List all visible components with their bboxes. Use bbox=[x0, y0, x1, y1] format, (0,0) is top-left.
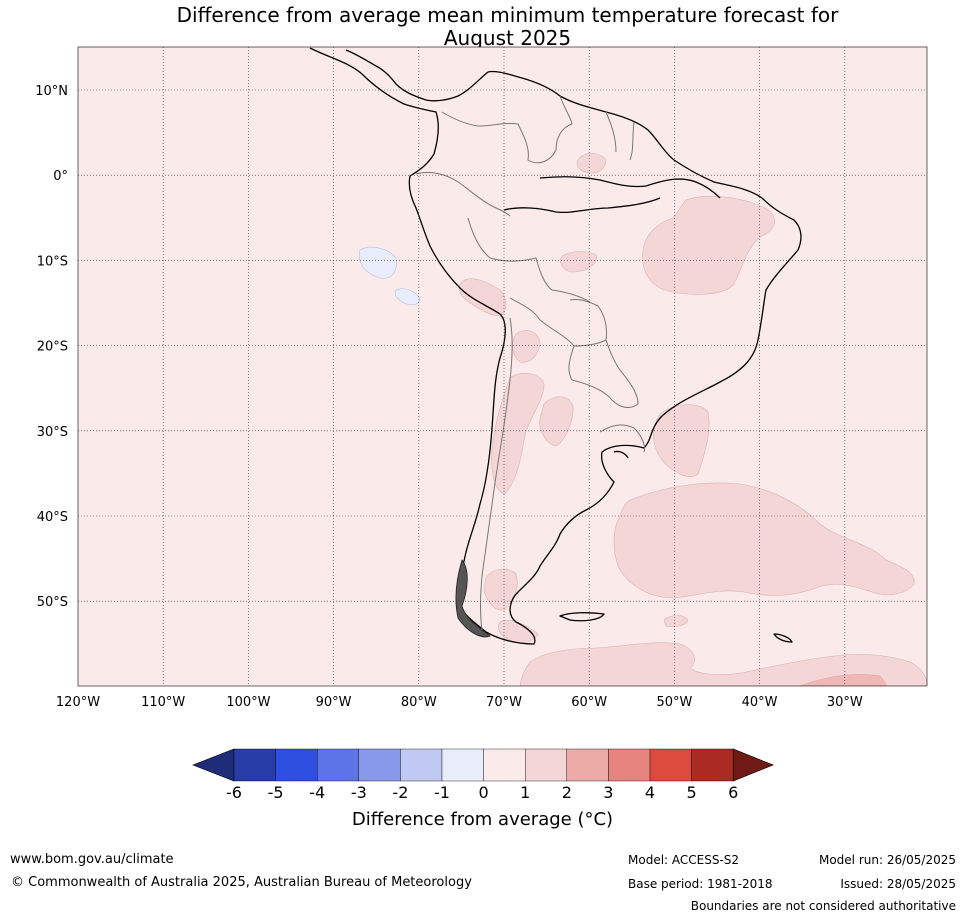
anomaly-south-atlantic bbox=[613, 482, 915, 599]
border-venezuela-guyana bbox=[559, 95, 635, 161]
colorbar-tick-label: 0 bbox=[479, 783, 489, 802]
title-line-2: August 2025 bbox=[443, 26, 572, 50]
anomaly-peru bbox=[458, 278, 507, 317]
colorbar-tick-label: 3 bbox=[603, 783, 613, 802]
latitude-tick-labels: 10°N 0° 10°S 20°S 30°S 40°S 50°S bbox=[35, 84, 68, 610]
copyright: © Commonwealth of Australia 2025, Austra… bbox=[11, 875, 472, 890]
boundary-disclaimer: Boundaries are not considered authoritat… bbox=[690, 899, 956, 913]
coastline-caribbean bbox=[345, 49, 489, 102]
lon-tick-label: 90°W bbox=[316, 695, 352, 710]
colorbar-tick-label: 2 bbox=[562, 783, 572, 802]
colorbar-high-extension bbox=[732, 748, 775, 782]
border-bolivia bbox=[509, 297, 607, 347]
colorbar-segment bbox=[566, 748, 609, 782]
colorbar-tick-label: 1 bbox=[520, 783, 530, 802]
anomaly-amazon bbox=[560, 251, 598, 273]
coastline-lagoon bbox=[613, 450, 629, 459]
colorbar-segment bbox=[649, 748, 692, 782]
colorbar-label: Difference from average (°C) bbox=[351, 809, 614, 830]
anomaly-patagonia bbox=[483, 568, 518, 611]
border-peru-brazil bbox=[467, 217, 591, 303]
lon-tick-label: 50°W bbox=[656, 695, 692, 710]
colorbar-tick-label: -2 bbox=[392, 783, 408, 802]
anomaly-cool-regions bbox=[358, 246, 421, 306]
colorbar-segment bbox=[691, 748, 734, 782]
border-paraguay bbox=[568, 339, 639, 408]
coastline-amazon-river bbox=[503, 176, 721, 214]
colorbar-segment bbox=[275, 748, 318, 782]
border-chile-argentina bbox=[480, 317, 513, 631]
lat-tick-label: 20°S bbox=[37, 340, 68, 355]
colorbar-tick-label: -6 bbox=[226, 783, 242, 802]
coastline-islands-1 bbox=[559, 612, 605, 622]
lon-tick-label: 40°W bbox=[742, 695, 778, 710]
anomaly-brazil-east bbox=[642, 196, 775, 295]
chart-title: Difference from average mean minimum tem… bbox=[0, 4, 965, 50]
anomaly-cool-pacific-2 bbox=[394, 288, 421, 306]
model-run: Model run: 26/05/2025 bbox=[818, 853, 956, 867]
colorbar-segment bbox=[525, 748, 568, 782]
border-colombia bbox=[415, 111, 573, 217]
lat-tick-label: 40°S bbox=[37, 510, 68, 525]
coastline-south-america bbox=[309, 47, 802, 645]
colorbar-tick-label: 4 bbox=[645, 783, 655, 802]
longitude-tick-labels: 120°W 110°W 100°W 90°W 80°W 70°W 60°W 50°W 40°W 3… bbox=[56, 695, 863, 710]
anomaly-argentina-central bbox=[539, 396, 574, 447]
anomaly-uruguay-coast bbox=[653, 404, 710, 477]
colorbar-tick-label: 6 bbox=[728, 783, 738, 802]
chile-fjords bbox=[455, 559, 491, 638]
anomaly-southern-ocean bbox=[519, 642, 927, 686]
colorbar-segment bbox=[317, 748, 360, 782]
lat-tick-label: 30°S bbox=[37, 425, 68, 440]
anomaly-guiana bbox=[576, 152, 607, 174]
colorbar-segment bbox=[608, 748, 651, 782]
coastlines bbox=[309, 47, 802, 645]
lon-tick-label: 80°W bbox=[401, 695, 437, 710]
lat-tick-label: 10°S bbox=[37, 254, 68, 269]
colorbar-low-extension bbox=[192, 748, 235, 782]
grid-lines bbox=[78, 47, 927, 686]
lon-tick-label: 110°W bbox=[141, 695, 185, 710]
lat-tick-label: 50°S bbox=[37, 595, 68, 610]
lat-tick-label: 0° bbox=[53, 169, 68, 184]
colorbar-tick-labels: -6 -5 -4 -3 -2 -1 0 1 2 3 4 5 6 bbox=[226, 783, 738, 802]
colorbar-tick-label: -5 bbox=[268, 783, 284, 802]
anomaly-argentina-north bbox=[491, 372, 545, 495]
colorbar-segment bbox=[233, 748, 276, 782]
lon-tick-label: 60°W bbox=[571, 695, 607, 710]
colorbar-segment bbox=[400, 748, 443, 782]
country-borders bbox=[415, 95, 645, 631]
anomaly-tierra-del-fuego bbox=[498, 619, 539, 644]
colorbar-tick-label: 5 bbox=[687, 783, 697, 802]
lon-tick-label: 70°W bbox=[486, 695, 522, 710]
issued-date: Issued: 28/05/2025 bbox=[840, 877, 956, 891]
title-line-1: Difference from average mean minimum tem… bbox=[176, 3, 839, 27]
base-period: Base period: 1981-2018 bbox=[628, 877, 773, 891]
lon-tick-label: 100°W bbox=[226, 695, 270, 710]
lon-tick-label: 120°W bbox=[56, 695, 100, 710]
colorbar-tick-label: -3 bbox=[351, 783, 367, 802]
anomaly-regions bbox=[458, 152, 927, 686]
map-frame bbox=[77, 46, 928, 687]
colorbar-segment bbox=[358, 748, 401, 782]
lon-tick-label: 30°W bbox=[827, 695, 863, 710]
colorbar-tick-label: -1 bbox=[434, 783, 450, 802]
colorbar-segments bbox=[192, 748, 775, 782]
model-name: Model: ACCESS-S2 bbox=[628, 853, 740, 867]
colorbar-segment bbox=[483, 748, 526, 782]
anomaly-cool-pacific-1 bbox=[358, 246, 397, 279]
website-link[interactable]: www.bom.gov.au/climate bbox=[10, 852, 174, 867]
border-uruguay bbox=[599, 424, 645, 453]
lat-tick-label: 10°N bbox=[35, 84, 68, 99]
colorbar-segment bbox=[441, 748, 484, 782]
anomaly-bolivia bbox=[512, 330, 541, 363]
anomaly-small-sea bbox=[663, 615, 689, 628]
anomaly-southern-ocean-strong bbox=[799, 674, 887, 686]
colorbar-tick-label: -4 bbox=[309, 783, 325, 802]
coastline-islands-2 bbox=[773, 633, 793, 643]
